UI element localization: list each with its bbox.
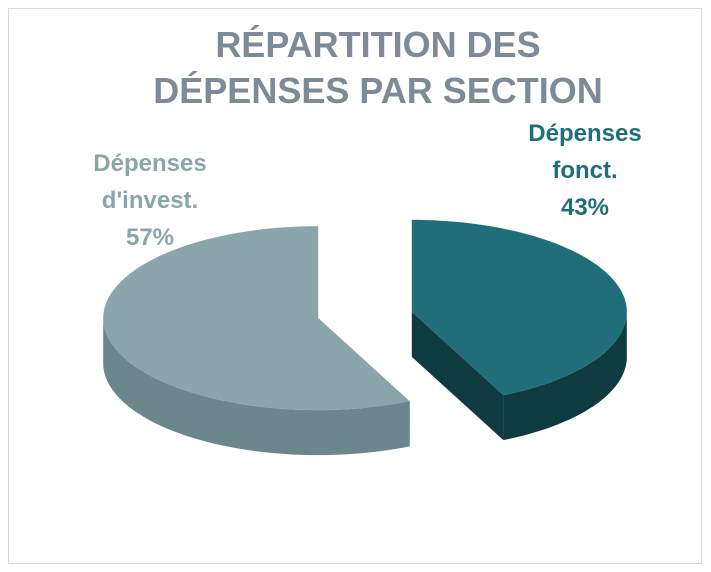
value-label: 57% [125,224,175,251]
slice-label: Dépenses d'invest. [93,150,207,214]
chart-title: RÉPARTITION DES DÉPENSES PAR SECTION [153,24,603,111]
value-label: 43% [560,194,610,221]
slice-side [103,318,410,456]
slice [411,219,627,396]
slice-side [411,311,504,441]
slice-side [503,311,627,441]
slice [103,226,410,411]
chart-frame [8,8,702,564]
slice-label: Dépenses fonct. [528,120,642,184]
